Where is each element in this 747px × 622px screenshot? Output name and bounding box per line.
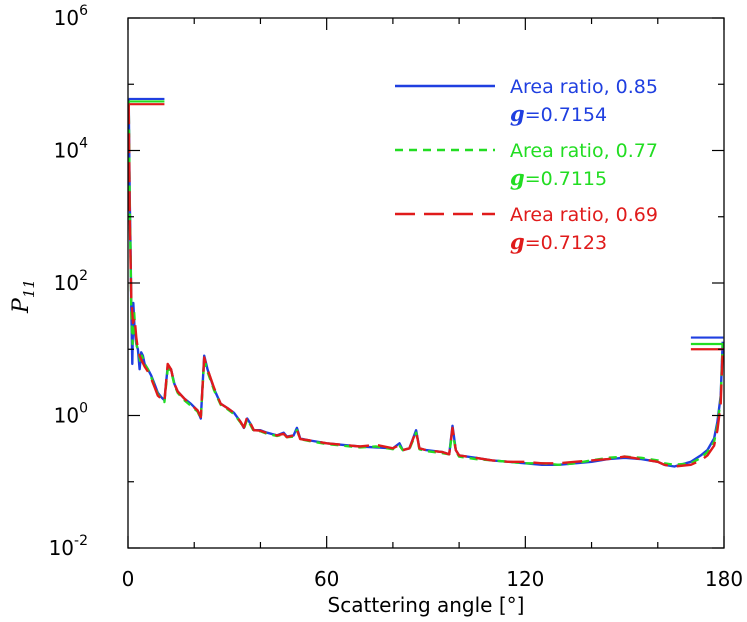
y-axis-label-main: P — [9, 297, 34, 314]
legend-g-symbol: g — [510, 101, 525, 126]
y-axis-label-sub: 11 — [20, 279, 38, 298]
markers-layer — [128, 97, 724, 351]
legend-g-number: =0.7115 — [525, 168, 607, 190]
x-tick-labels: 0 60 120 180 — [122, 567, 743, 591]
y-tick-label: 100 — [54, 401, 88, 428]
legend-g-value-1: g=0.7115 — [510, 165, 607, 190]
x-tick-label: 180 — [705, 567, 743, 591]
x-tick-label: 60 — [314, 567, 339, 591]
svg-text:P11: P11 — [9, 279, 38, 314]
y-tick-labels: 10-2 100 102 104 106 — [49, 3, 89, 560]
y-tick-label: 104 — [54, 136, 88, 163]
legend-g-value-2: g=0.7123 — [510, 229, 607, 254]
y-axis-label: P11 — [9, 279, 38, 314]
legend-g-number: =0.7154 — [525, 104, 607, 126]
x-tick-label: 0 — [122, 567, 135, 591]
legend-g-value-0: g=0.7154 — [510, 101, 607, 126]
y-tick-exponent: 4 — [79, 136, 88, 152]
x-tick-label: 120 — [506, 567, 544, 591]
legend-g-symbol: g — [510, 229, 525, 254]
x-axis-label: Scattering angle [°] — [328, 593, 525, 617]
legend-label-0: Area ratio, 0.85 — [510, 76, 658, 98]
y-tick-exponent: 6 — [79, 3, 88, 19]
series-layer — [128, 98, 724, 468]
legend-label-2: Area ratio, 0.69 — [510, 204, 658, 226]
y-tick-exponent: 0 — [79, 401, 88, 417]
ticks-layer — [127, 17, 725, 549]
y-tick-exponent: 2 — [79, 268, 88, 284]
y-tick-exponent: -2 — [74, 533, 88, 549]
y-tick-label: 106 — [54, 3, 88, 30]
y-tick-label: 102 — [54, 268, 88, 295]
series-line-2 — [128, 104, 724, 468]
legend-g-number: =0.7123 — [525, 232, 607, 254]
legend-g-symbol: g — [510, 165, 525, 190]
legend-label-1: Area ratio, 0.77 — [510, 140, 658, 162]
y-tick-label: 10-2 — [49, 533, 88, 560]
